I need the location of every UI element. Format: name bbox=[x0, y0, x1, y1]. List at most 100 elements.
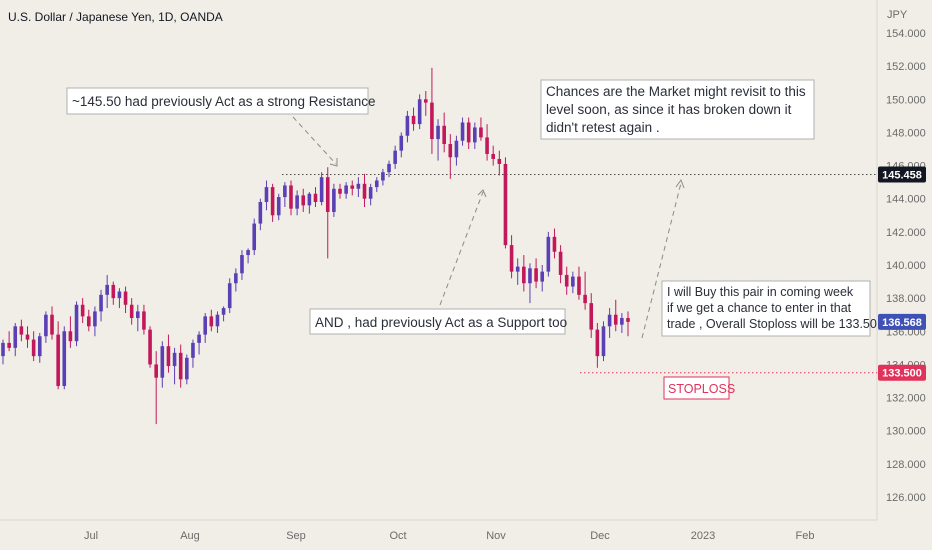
candle-body bbox=[178, 352, 183, 380]
candle-body bbox=[522, 266, 526, 284]
candle-body bbox=[356, 183, 361, 189]
price-label-bg bbox=[878, 313, 926, 330]
candle-body bbox=[62, 331, 67, 386]
support-note-box[interactable] bbox=[309, 308, 566, 335]
currency-label: JPY bbox=[887, 9, 908, 21]
y-tick-label: 154.000 bbox=[886, 28, 926, 40]
x-tick-label: Nov bbox=[486, 530, 506, 542]
x-axis: Jul Aug Sep Oct Nov Dec 2023 Feb bbox=[84, 530, 815, 542]
buy-note-line-1: I will Buy this pair in coming week bbox=[667, 285, 854, 299]
candle-body bbox=[552, 236, 557, 252]
candle-body bbox=[313, 193, 318, 203]
candle-body bbox=[215, 314, 220, 327]
candle-body bbox=[485, 137, 489, 154]
candle-body bbox=[509, 245, 514, 272]
candle-body bbox=[68, 331, 73, 342]
candle-body bbox=[528, 268, 532, 284]
stoploss-note-box[interactable] bbox=[663, 376, 730, 400]
candle-body bbox=[534, 268, 538, 282]
price-label-bg bbox=[878, 166, 926, 183]
candle-body bbox=[160, 346, 165, 378]
candle-body bbox=[319, 177, 324, 203]
candle-body bbox=[93, 311, 97, 327]
candle-body bbox=[350, 185, 355, 189]
candle-body bbox=[387, 163, 391, 173]
candle-body bbox=[620, 318, 624, 325]
candle-body bbox=[252, 223, 257, 251]
chart-title: U.S. Dollar / Japanese Yen, 1D, OANDA bbox=[8, 10, 223, 24]
candle-body bbox=[589, 303, 594, 330]
candle-body bbox=[399, 135, 404, 151]
y-tick-label: 130.000 bbox=[886, 426, 926, 438]
candle-body bbox=[607, 314, 612, 327]
candle-body bbox=[393, 150, 397, 164]
candle-body bbox=[362, 183, 367, 199]
candle-body bbox=[491, 153, 495, 159]
arrows bbox=[292, 116, 682, 339]
y-axis: 126.000128.000130.000132.000134.000136.0… bbox=[886, 28, 926, 504]
y-tick-label: 142.000 bbox=[886, 227, 926, 239]
candle-body bbox=[19, 326, 24, 335]
candle-body bbox=[626, 318, 630, 322]
candle-body bbox=[264, 187, 269, 203]
candle-body bbox=[368, 187, 373, 199]
candle-body bbox=[276, 197, 281, 216]
candle-body bbox=[240, 255, 244, 274]
x-tick-label: Oct bbox=[389, 530, 406, 542]
support-note-text: AND , had previously Act as a Support to… bbox=[315, 315, 567, 330]
candle-body bbox=[191, 342, 195, 358]
candle-body bbox=[234, 273, 238, 284]
candle-body bbox=[564, 274, 569, 287]
resistance-note-text: ~145.50 had previously Act as a strong R… bbox=[72, 94, 376, 109]
candle-body bbox=[332, 188, 336, 212]
x-tick-label: 2023 bbox=[691, 530, 715, 542]
candle-body bbox=[595, 329, 600, 357]
candle-body bbox=[37, 336, 42, 357]
y-tick-label: 144.000 bbox=[886, 194, 926, 206]
candle-body bbox=[417, 99, 422, 125]
candle-body bbox=[436, 125, 440, 140]
candle-body bbox=[1, 342, 5, 357]
buy-note-box[interactable] bbox=[661, 280, 871, 337]
candle-body bbox=[454, 140, 459, 158]
y-tick-label: 128.000 bbox=[886, 459, 926, 471]
candle-body bbox=[448, 144, 453, 158]
revisit-note-box[interactable] bbox=[540, 79, 815, 140]
revisit-note-line-3: didn't retest again . bbox=[546, 120, 660, 135]
candle-body bbox=[479, 127, 483, 138]
candle-body bbox=[80, 304, 85, 317]
support-arrow-head bbox=[477, 189, 487, 198]
candle-body bbox=[117, 291, 122, 299]
candle-body bbox=[430, 102, 434, 140]
x-tick-label: Jul bbox=[84, 530, 98, 542]
candle-body bbox=[374, 180, 379, 188]
candle-body bbox=[546, 236, 551, 272]
candle-body bbox=[105, 284, 109, 295]
candle-body bbox=[7, 342, 11, 348]
candle-body bbox=[25, 334, 30, 340]
candle-body bbox=[601, 326, 606, 357]
x-tick-label: Aug bbox=[180, 530, 200, 542]
x-tick-label: Feb bbox=[796, 530, 815, 542]
candle-body bbox=[136, 311, 140, 319]
candle-body bbox=[613, 314, 618, 325]
resistance-arrow-head bbox=[329, 158, 338, 167]
resistance-arrow bbox=[292, 116, 337, 165]
candle-body bbox=[148, 329, 152, 365]
candle-body bbox=[307, 193, 312, 206]
candle-body bbox=[246, 250, 250, 256]
y-tick-label: 138.000 bbox=[886, 293, 926, 305]
candle-body bbox=[129, 304, 134, 319]
candle-body bbox=[209, 316, 214, 327]
y-tick-label: 148.000 bbox=[886, 127, 926, 139]
support-arrow bbox=[439, 191, 484, 306]
candle-body bbox=[221, 308, 226, 315]
x-tick-label: Sep bbox=[286, 530, 306, 542]
candle-body bbox=[423, 99, 428, 103]
candle-body bbox=[497, 158, 502, 164]
candle-body bbox=[515, 266, 520, 272]
candle-body bbox=[258, 202, 263, 224]
resistance-note-box[interactable] bbox=[66, 87, 369, 115]
x-tick-label: Dec bbox=[590, 530, 610, 542]
